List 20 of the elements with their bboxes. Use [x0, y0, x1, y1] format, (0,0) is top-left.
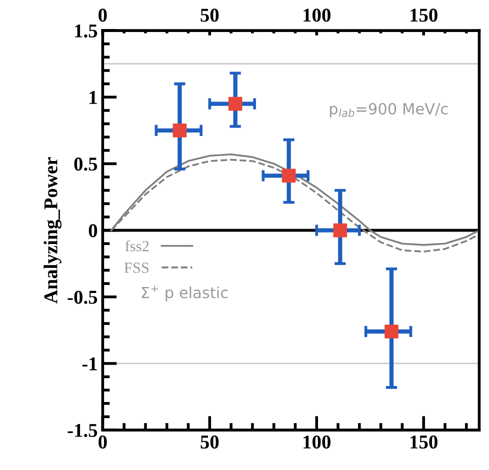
y-tick-label: 1.5 — [75, 24, 98, 38]
y-axis-title: Analyzing_Power — [44, 157, 62, 304]
annotation: p$_{lab}$=900 MeV/c — [330, 102, 448, 118]
y-tick-label: -1 — [82, 357, 97, 370]
y-tick-label: -0.5 — [68, 290, 98, 304]
y-tick-label: 1 — [90, 91, 97, 104]
y-tick-label: 0.5 — [74, 158, 98, 171]
x2-tick-label: 50 — [200, 8, 219, 22]
x-tick-label: 100 — [304, 435, 330, 449]
x-tick-label: 150 — [410, 435, 438, 449]
legend-label: fss2 — [125, 240, 149, 252]
x-tick-label: 50 — [200, 435, 219, 449]
y-tick-label: -1.5 — [68, 424, 98, 438]
x2-tick-label: 0 — [98, 8, 107, 22]
x2-tick-label: 100 — [304, 8, 330, 22]
x-tick-label: 0 — [98, 435, 107, 449]
legend-label: FSS — [124, 262, 149, 273]
x2-tick-label: 150 — [410, 8, 438, 22]
y-tick-label: 0 — [88, 224, 98, 238]
annotation: Σ$^{+}$ p elastic — [142, 286, 228, 302]
